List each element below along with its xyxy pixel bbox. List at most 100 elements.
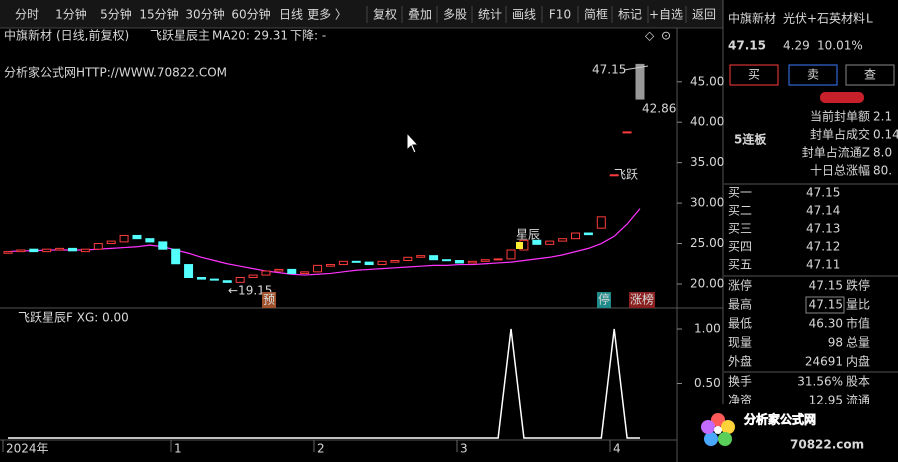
candle bbox=[558, 238, 568, 242]
bid-label: 买五 bbox=[728, 258, 752, 272]
icon-diamond[interactable]: ◇ bbox=[645, 29, 655, 43]
y-tick-label: 40.00 bbox=[690, 115, 724, 129]
trade-button-label[interactable]: 卖 bbox=[807, 68, 819, 82]
period-tab[interactable]: 1分钟 bbox=[55, 7, 87, 22]
toolbar-button[interactable]: 画线 bbox=[512, 8, 536, 22]
period-tab[interactable]: 15分钟 bbox=[139, 7, 178, 22]
annotation: 涨榜 bbox=[630, 292, 654, 307]
y-tick-label: 30.00 bbox=[690, 196, 724, 210]
time-label: 1 bbox=[174, 442, 182, 456]
candle bbox=[274, 268, 284, 272]
toolbar-button[interactable]: 复权 bbox=[373, 8, 397, 22]
toolbar-button[interactable]: 标记 bbox=[618, 8, 642, 22]
stat-value: 46.30 bbox=[809, 317, 843, 331]
toolbar-button[interactable]: 统计 bbox=[478, 8, 502, 22]
seal-label: 封单占成交 bbox=[810, 127, 870, 142]
stat-value: 31.56% bbox=[797, 375, 843, 389]
candle bbox=[158, 241, 168, 250]
period-tab[interactable]: 5分钟 bbox=[100, 7, 132, 22]
toolbar-button[interactable]: 多股 bbox=[443, 8, 467, 22]
period-tab[interactable]: 更多 〉 bbox=[307, 8, 347, 22]
stat-label: 换手 bbox=[728, 375, 752, 389]
time-label: 3 bbox=[460, 442, 468, 456]
stat-label: 跌停 bbox=[846, 278, 870, 293]
candle bbox=[145, 238, 155, 243]
stat-label: 最高 bbox=[728, 297, 752, 312]
candle bbox=[622, 131, 632, 134]
candle bbox=[287, 268, 297, 274]
trade-button[interactable] bbox=[729, 64, 779, 86]
logo-petal bbox=[711, 413, 725, 427]
stat-label: 总量 bbox=[846, 336, 870, 350]
trade-button-label[interactable]: 买 bbox=[748, 68, 760, 82]
y-tick-label: 35.00 bbox=[690, 155, 724, 169]
trend-label: 下降: - bbox=[290, 29, 326, 43]
annotation: ←19.15 bbox=[228, 284, 272, 298]
badge bbox=[262, 292, 276, 308]
bid-label: 买二 bbox=[728, 204, 752, 218]
candle bbox=[235, 277, 245, 283]
period-tab[interactable]: 分时 bbox=[15, 8, 39, 22]
expand-button[interactable] bbox=[820, 92, 864, 103]
annotation: 预 bbox=[263, 293, 275, 307]
stat-label: 最低 bbox=[728, 317, 752, 331]
candle bbox=[416, 255, 426, 258]
stat-value: 47.15 bbox=[809, 298, 843, 312]
bid-label: 买一 bbox=[728, 186, 752, 200]
time-label: 2 bbox=[317, 442, 325, 456]
chart-mode: (日线,前复权) bbox=[56, 28, 129, 43]
logo-url: 70822.com bbox=[790, 438, 864, 452]
seal-value: 2.1 bbox=[873, 110, 892, 124]
toolbar-button[interactable]: 叠加 bbox=[408, 8, 432, 22]
stat-value: 47.15 bbox=[809, 279, 843, 293]
candle bbox=[80, 248, 90, 253]
period-tab[interactable]: 60分钟 bbox=[231, 7, 270, 22]
candle bbox=[119, 234, 129, 243]
quote-change: 4.29 bbox=[783, 39, 810, 53]
price-pointer bbox=[623, 65, 649, 71]
toolbar-button[interactable]: +自选 bbox=[649, 8, 683, 22]
candle bbox=[351, 260, 361, 263]
candle bbox=[42, 248, 52, 253]
quote-pct: 10.01% bbox=[817, 39, 863, 53]
icon-settings[interactable]: ⊙ bbox=[661, 29, 671, 43]
period-tab[interactable]: 日线 bbox=[279, 8, 303, 22]
bid-price: 47.14 bbox=[806, 204, 840, 218]
y-tick-label: 45.00 bbox=[690, 74, 724, 88]
seal-label: 封单占流通Z bbox=[802, 145, 870, 160]
annotation: 星辰 bbox=[516, 228, 540, 242]
toolbar-button[interactable]: F10 bbox=[549, 8, 571, 22]
candle bbox=[429, 255, 439, 261]
candle bbox=[571, 232, 581, 240]
candle bbox=[325, 264, 335, 267]
trade-button[interactable] bbox=[788, 64, 838, 86]
quote-name: 中旗新材 bbox=[728, 11, 776, 26]
annotation: 47.15 bbox=[592, 63, 626, 77]
logo-petal bbox=[701, 420, 715, 434]
trade-button-label[interactable]: 查 bbox=[864, 68, 876, 82]
candle bbox=[248, 274, 258, 278]
signal-box bbox=[516, 242, 523, 249]
sub-title: 飞跃星辰F XG: 0.00 bbox=[18, 311, 129, 325]
stat-value: 98 bbox=[828, 336, 843, 350]
candle bbox=[480, 259, 490, 262]
quote-price: 47.15 bbox=[728, 39, 766, 53]
toolbar-button[interactable]: 简框 bbox=[584, 8, 608, 22]
time-label: 2024年 bbox=[6, 442, 49, 456]
candle bbox=[132, 234, 142, 240]
toolbar-button[interactable]: 返回 bbox=[692, 8, 716, 22]
bid-price: 47.12 bbox=[806, 240, 840, 254]
candle bbox=[55, 247, 65, 251]
stat-label: 内盘 bbox=[846, 354, 870, 369]
candle bbox=[596, 216, 606, 229]
seal-label: 十日总涨幅 bbox=[810, 163, 870, 178]
candle bbox=[506, 249, 516, 260]
trade-button[interactable] bbox=[845, 64, 895, 86]
mouse-cursor bbox=[406, 131, 420, 154]
logo-petal bbox=[704, 432, 718, 446]
flag: L bbox=[866, 12, 873, 26]
candle bbox=[390, 260, 400, 263]
period-tab[interactable]: 30分钟 bbox=[185, 7, 224, 22]
seal-label: 当前封单额 bbox=[810, 109, 870, 124]
